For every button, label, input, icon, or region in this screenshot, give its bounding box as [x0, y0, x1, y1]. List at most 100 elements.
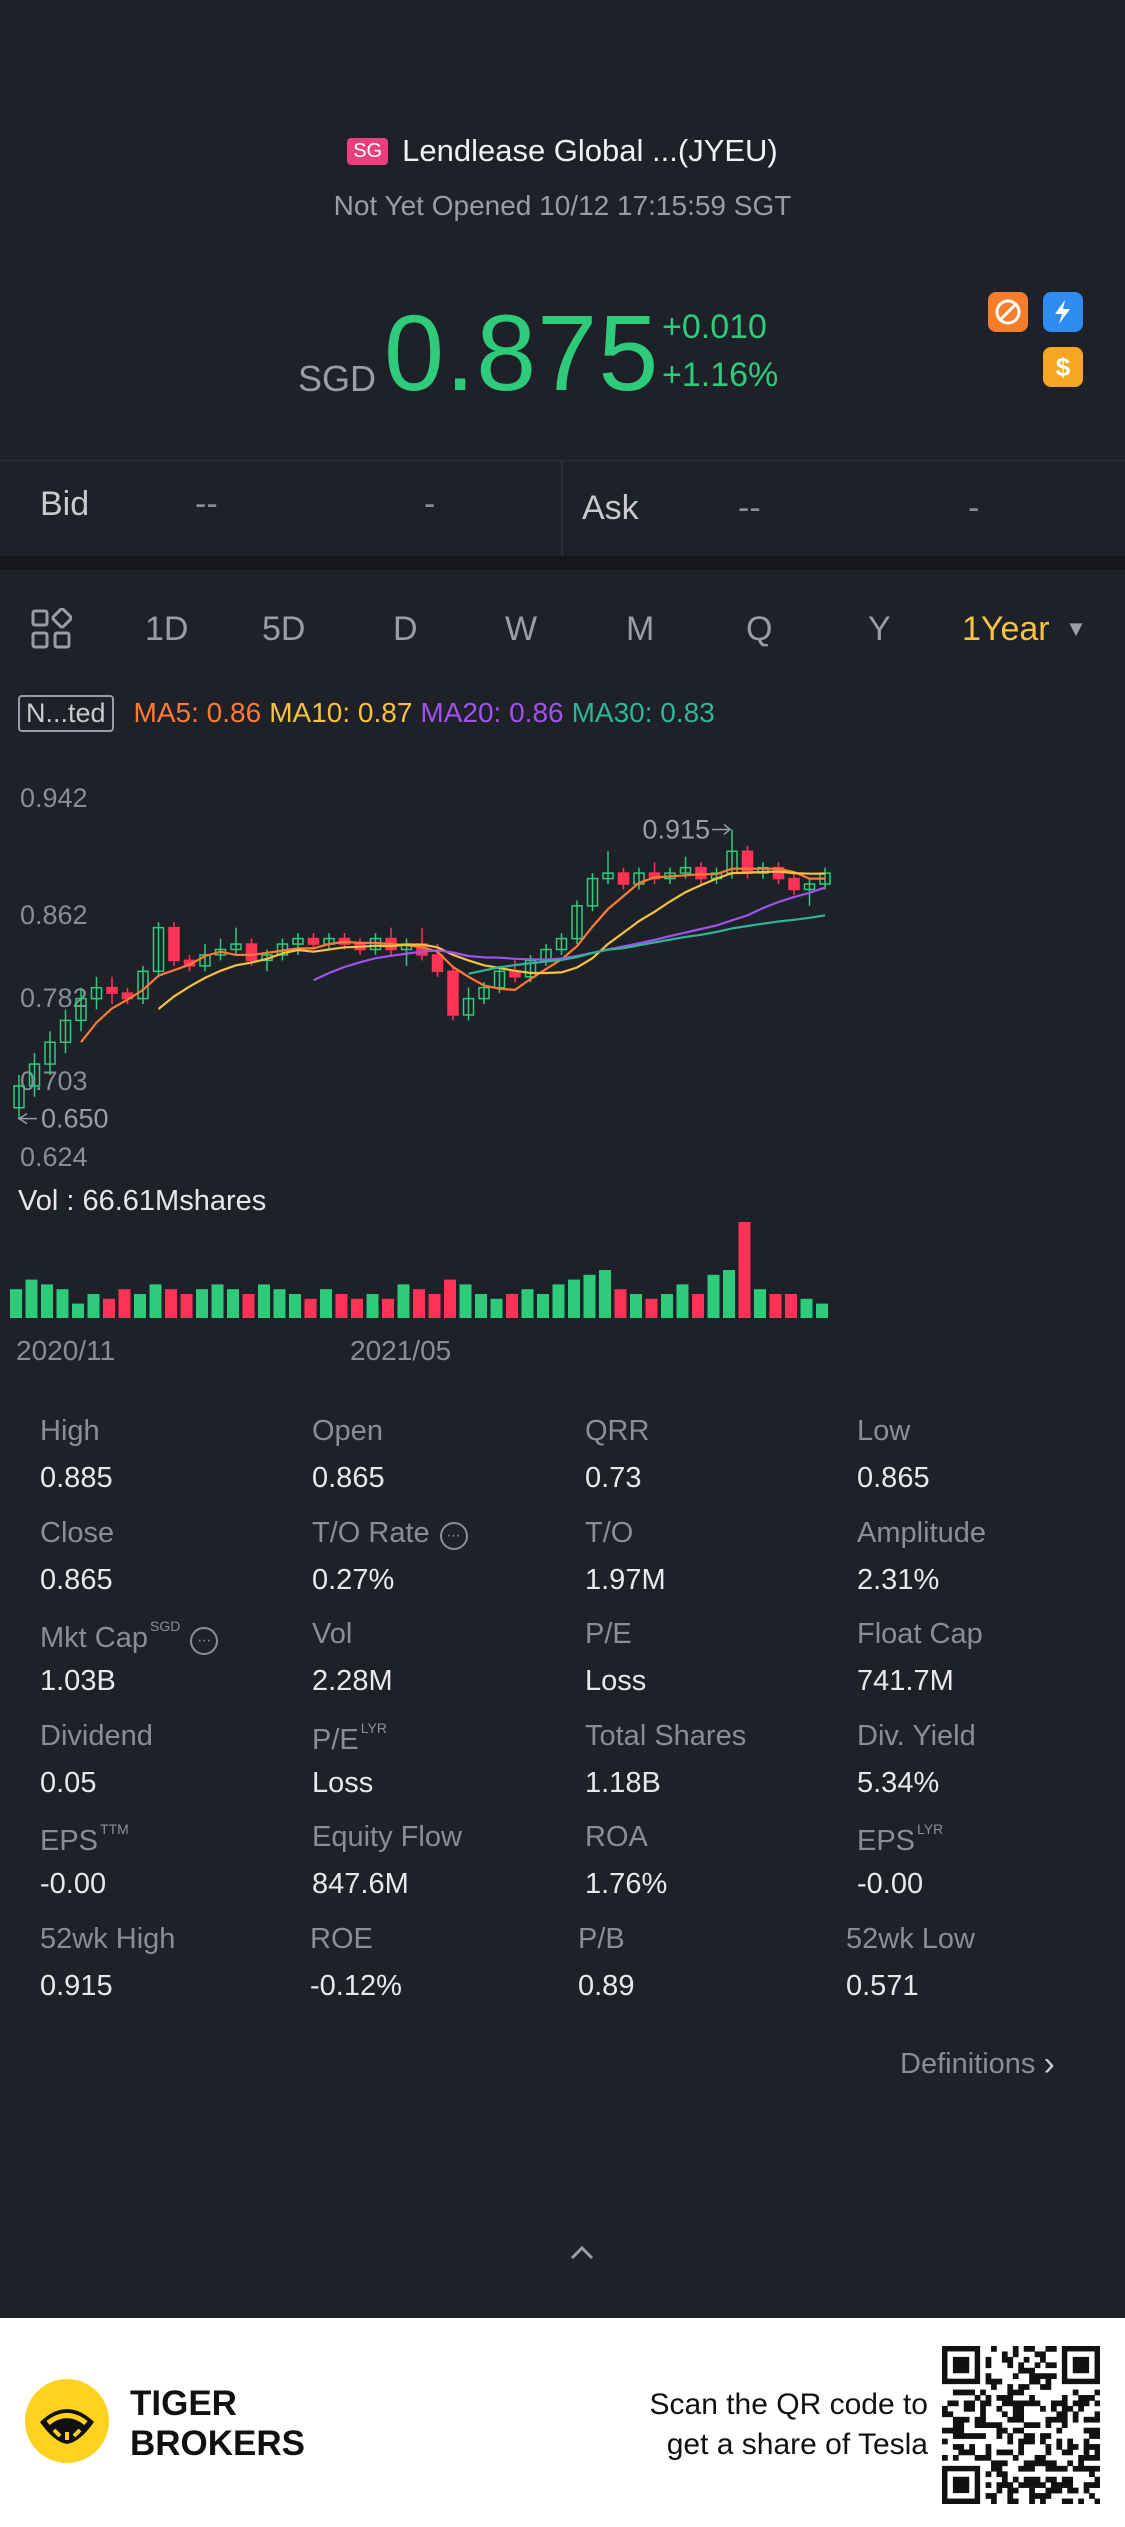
- adjust-mode-button[interactable]: N...ted: [18, 695, 114, 732]
- tab-quarter[interactable]: Q: [746, 610, 773, 648]
- qr-module: [1061, 2498, 1068, 2504]
- qr-module: [991, 2498, 997, 2504]
- volume-bar: [459, 1284, 472, 1318]
- high-marker-arrow: [723, 823, 732, 836]
- qr-module: [942, 2454, 948, 2461]
- stat-value: 741.7M: [857, 1665, 954, 1697]
- qr-module: [1045, 2487, 1052, 2494]
- volume-bar: [645, 1298, 658, 1318]
- qr-module: [1040, 2384, 1046, 2390]
- qr-module: [1029, 2367, 1035, 2374]
- qr-module: [1040, 2433, 1046, 2439]
- qr-module: [1023, 2482, 1030, 2488]
- stat-label: P/E: [585, 1618, 632, 1651]
- chevron-up-icon[interactable]: [562, 2240, 602, 2269]
- stat-label-text: Low: [857, 1415, 911, 1447]
- qr-module: [942, 2427, 948, 2434]
- qr-module: [1029, 2460, 1035, 2467]
- candlestick-chart[interactable]: 0.915 0.650: [0, 770, 1125, 1170]
- volume-bar: [413, 1289, 425, 1318]
- qr-module: [1023, 2400, 1030, 2407]
- qr-module: [1045, 2422, 1052, 2429]
- volume-bar: [723, 1270, 735, 1318]
- ask-size: -: [968, 489, 980, 527]
- qr-module: [1089, 2416, 1095, 2423]
- qr-module: [985, 2356, 992, 2363]
- qr-module: [1061, 2400, 1068, 2407]
- qr-module: [942, 2411, 948, 2418]
- volume-bar: [785, 1294, 797, 1318]
- stat-value: 1.97M: [585, 1563, 666, 1596]
- qr-module: [958, 2444, 965, 2450]
- stat-label-superscript: LYR: [360, 1719, 387, 1736]
- definitions-link[interactable]: Definitions ›: [900, 2045, 1055, 2084]
- candle-body: [152, 926, 165, 973]
- qr-code-icon[interactable]: [942, 2346, 1100, 2504]
- qr-module: [1094, 2465, 1100, 2472]
- stat-value: 0.571: [846, 1969, 919, 2002]
- volume-bar: [134, 1294, 146, 1318]
- qr-module: [1056, 2444, 1063, 2450]
- candle-body: [245, 943, 258, 962]
- candle-body: [586, 877, 599, 907]
- tab-day[interactable]: D: [393, 610, 418, 648]
- qr-module: [1045, 2433, 1052, 2439]
- qr-module: [1007, 2433, 1014, 2439]
- volume-bar: [41, 1284, 53, 1318]
- stat-label: Mkt Cap SGD ⋯: [40, 1618, 219, 1655]
- qr-module: [1029, 2433, 1035, 2439]
- stat-value: 0.915: [40, 1969, 113, 2002]
- qr-module: [985, 2422, 992, 2429]
- qr-module: [1083, 2454, 1090, 2461]
- volume-bar: [444, 1279, 456, 1318]
- qr-finder-core: [1072, 2356, 1090, 2374]
- qr-module: [1029, 2498, 1035, 2504]
- bid-price: --: [195, 485, 218, 523]
- lightning-icon[interactable]: [1043, 292, 1083, 332]
- volume-bar: [583, 1274, 596, 1318]
- tab-month[interactable]: M: [626, 610, 655, 648]
- stat-label-text: P/E: [312, 1723, 359, 1756]
- info-icon[interactable]: ⋯: [439, 1521, 468, 1550]
- stat-label-text: EPS: [857, 1825, 916, 1857]
- qr-module: [1040, 2482, 1046, 2488]
- ma10-label: MA10: 0.87: [269, 697, 413, 728]
- qr-module: [1045, 2449, 1052, 2456]
- grid-layout-icon[interactable]: [30, 607, 73, 655]
- stock-title-row[interactable]: SG Lendlease Global ...(JYEU): [0, 133, 1125, 169]
- info-icon[interactable]: ⋯: [190, 1627, 219, 1655]
- tab-1d[interactable]: 1D: [145, 610, 189, 648]
- qr-module: [1012, 2427, 1019, 2434]
- volume-bar: [738, 1222, 751, 1318]
- x-label-start: 2020/11: [16, 1335, 116, 1366]
- dollar-icon[interactable]: $: [1043, 347, 1083, 387]
- qr-module: [947, 2411, 954, 2418]
- qr-module: [1056, 2416, 1063, 2423]
- stat-label: Open: [312, 1415, 383, 1448]
- tab-1year[interactable]: 1Year ▼: [962, 610, 1087, 649]
- stat-label: P/B: [578, 1923, 625, 1956]
- stat-label-superscript: LYR: [917, 1821, 944, 1837]
- qr-module: [1023, 2422, 1030, 2429]
- stat-value: Loss: [312, 1766, 374, 1799]
- qr-module: [1061, 2465, 1068, 2472]
- volume-chart[interactable]: [0, 1210, 1125, 1320]
- qr-module: [1078, 2395, 1084, 2401]
- no-shorting-icon[interactable]: [988, 292, 1028, 332]
- qr-module: [985, 2373, 992, 2379]
- qr-module: [1001, 2471, 1008, 2478]
- low-marker-arrow: [17, 1112, 28, 1125]
- qr-module: [963, 2389, 970, 2396]
- tab-week[interactable]: W: [505, 610, 538, 648]
- candle-body: [478, 986, 490, 1000]
- candle-body: [803, 883, 816, 891]
- qr-module: [1040, 2356, 1046, 2363]
- qr-module: [1018, 2411, 1025, 2418]
- stat-label-text: QRR: [585, 1415, 650, 1447]
- qr-module: [996, 2422, 1003, 2429]
- qr-module: [1040, 2373, 1046, 2379]
- qr-module: [1050, 2405, 1057, 2412]
- tab-5d[interactable]: 5D: [262, 610, 306, 648]
- qr-module: [947, 2427, 954, 2434]
- tab-year[interactable]: Y: [868, 610, 891, 648]
